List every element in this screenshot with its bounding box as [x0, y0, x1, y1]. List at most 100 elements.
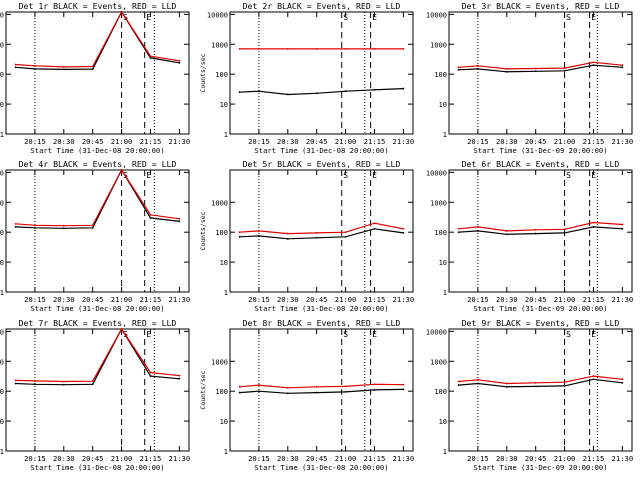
x-tick-label: 21:30: [612, 137, 634, 146]
events-data-point: [457, 231, 460, 234]
events-data-point: [534, 232, 537, 235]
x-axis-title: Start Time (31-Dec-09 20:00:00): [473, 146, 607, 155]
lld-data-point: [14, 222, 17, 225]
events-data-point: [457, 68, 460, 71]
marker-label: E: [372, 330, 377, 339]
x-tick-label: 21:30: [612, 295, 634, 304]
lld-data-point: [286, 48, 289, 50]
plot-frame: [229, 328, 414, 452]
lld-data-point: [592, 61, 595, 64]
x-axis-title: Start Time (31-Dec-08 20:00:00): [254, 146, 388, 155]
events-data-point: [621, 66, 624, 69]
events-data-point: [149, 217, 152, 219]
y-tick-label: 1000: [430, 199, 447, 207]
lld-data-point: [402, 48, 405, 50]
lld-data-point: [344, 48, 347, 50]
events-data-point: [14, 66, 17, 69]
x-tick-label: 20:30: [277, 295, 299, 304]
panel-title: Det 9r BLACK = Events, RED = LLD: [462, 318, 620, 328]
x-tick-label: 21:15: [583, 454, 605, 463]
events-data-point: [621, 381, 624, 384]
y-tick-label: 1: [443, 131, 447, 139]
y-tick-label: 10: [439, 259, 447, 267]
events-data-point: [257, 390, 260, 393]
lld-series-line: [239, 222, 404, 235]
lld-series-line: [239, 383, 404, 389]
events-data-point: [178, 220, 181, 223]
detector-panel-4: Det 4r BLACK = Events, RED = LLD 10000 100…: [0, 159, 190, 313]
events-data-point: [257, 235, 260, 237]
plot-frame: [448, 328, 633, 452]
panel-title: Det 7r BLACK = Events, RED = LLD: [19, 318, 177, 328]
x-axis-title: Start Time (31-Dec-09 20:00:00): [473, 304, 607, 313]
events-data-point: [373, 389, 376, 391]
plot-frame: [448, 169, 633, 293]
x-axis-title: Start Time (31-Dec-08 20:00:00): [254, 463, 388, 472]
x-tick-label: 20:15: [467, 454, 489, 463]
events-data-point: [62, 68, 65, 71]
events-series-line: [15, 327, 180, 386]
y-tick-label: 10: [0, 259, 4, 267]
y-tick-label: 1: [224, 448, 228, 456]
x-axis-title: Start Time (31-Dec-08 20:00:00): [30, 304, 164, 313]
events-data-point: [257, 90, 260, 93]
lld-data-point: [402, 383, 405, 386]
lld-data-point: [563, 381, 566, 384]
lld-data-point: [563, 67, 566, 69]
lld-data-point: [476, 378, 479, 381]
x-tick-label: 21:00: [554, 295, 576, 304]
x-tick-label: 21:15: [364, 295, 386, 304]
events-data-point: [457, 384, 460, 386]
events-data-point: [505, 233, 508, 236]
y-tick-label: 1: [224, 131, 228, 139]
events-data-point: [91, 226, 94, 229]
plot-frame: [229, 11, 414, 135]
marker-label: S: [566, 171, 571, 180]
x-axis-title: Start Time (31-Dec-08 20:00:00): [30, 463, 164, 472]
x-tick-label: 21:00: [111, 137, 133, 146]
y-tick-label: 1000: [211, 41, 228, 49]
x-tick-label: 21:00: [335, 295, 357, 304]
x-tick-label: 20:15: [248, 295, 270, 304]
events-data-point: [286, 93, 289, 96]
x-tick-label: 20:30: [277, 454, 299, 463]
events-data-point: [315, 236, 318, 239]
x-tick-label: 20:45: [306, 454, 328, 463]
y-tick-label: 100: [434, 229, 447, 237]
events-data-point: [33, 226, 36, 229]
y-tick-label: 100: [434, 388, 447, 396]
y-tick-label: 1000: [211, 199, 228, 207]
lld-data-point: [62, 66, 65, 68]
y-tick-label: 100: [0, 229, 4, 237]
panel-title: Det 1r BLACK = Events, RED = LLD: [19, 1, 177, 11]
events-data-point: [286, 237, 289, 240]
x-tick-label: 21:30: [169, 454, 191, 463]
lld-data-point: [286, 232, 289, 235]
x-tick-label: 21:30: [393, 137, 415, 146]
y-tick-label: 1000: [0, 41, 4, 49]
y-tick-label: 1: [443, 448, 447, 456]
lld-data-point: [91, 380, 94, 383]
y-tick-label: 1: [0, 289, 4, 297]
detector-panel-6: Det 6r BLACK = Events, RED = LLD 10000 100…: [426, 159, 633, 313]
lld-data-point: [457, 66, 460, 69]
lld-data-point: [238, 48, 241, 50]
events-data-point: [476, 68, 479, 70]
marker-label: E: [591, 171, 596, 180]
lld-data-point: [91, 224, 94, 227]
events-series-line: [15, 10, 180, 71]
x-tick-label: 20:45: [306, 295, 328, 304]
lld-data-point: [257, 48, 260, 50]
y-tick-label: 100: [0, 71, 4, 79]
lld-data-point: [592, 375, 595, 377]
x-tick-label: 21:00: [554, 137, 576, 146]
marker-label: S: [566, 13, 571, 22]
x-tick-label: 20:45: [306, 137, 328, 146]
lld-data-point: [344, 231, 347, 234]
x-axis-title: Start Time (31-Dec-09 20:00:00): [473, 463, 607, 472]
detector-panel-7: Det 7r BLACK = Events, RED = LLD 10000 100…: [0, 318, 190, 472]
events-data-point: [373, 227, 376, 230]
lld-data-point: [315, 231, 318, 234]
lld-data-point: [149, 55, 152, 58]
y-axis-title: Counts/sec: [199, 211, 207, 250]
